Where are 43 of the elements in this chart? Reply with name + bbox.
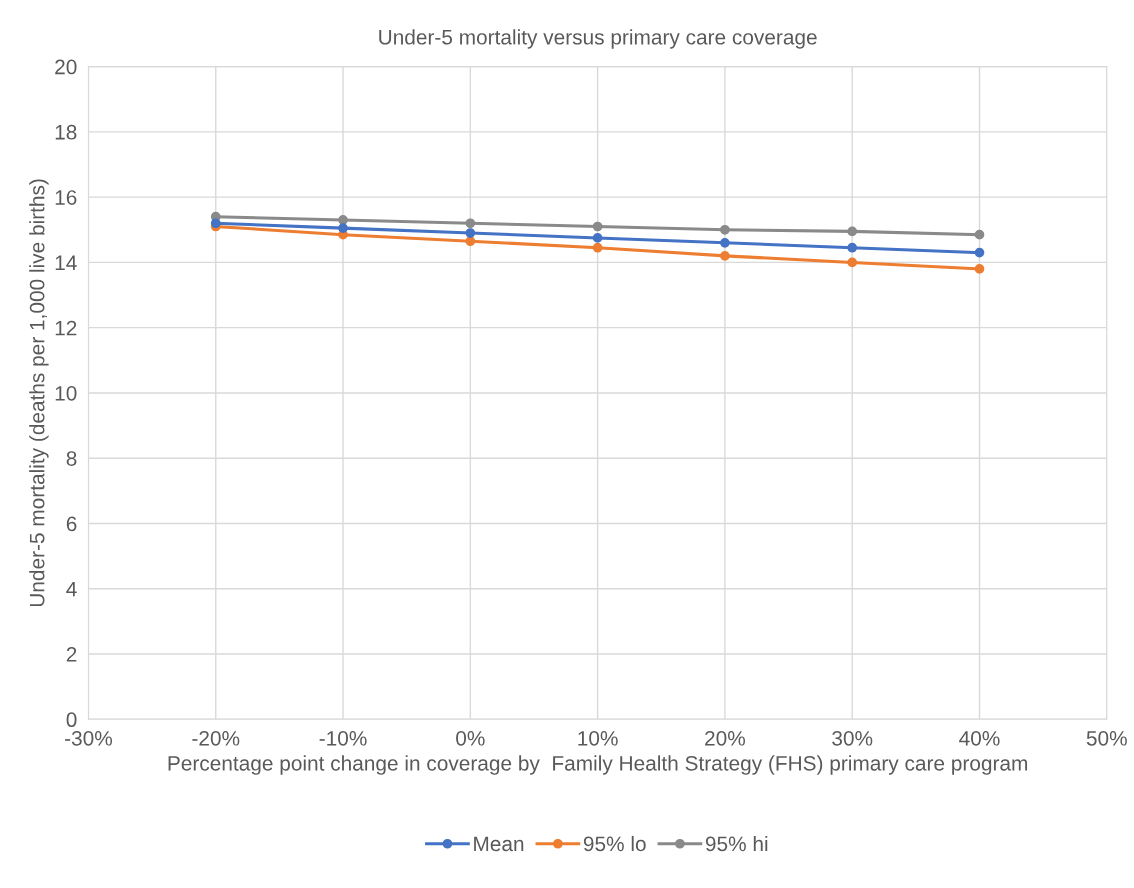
y-tick-label: 8 [66, 451, 77, 466]
point [974, 247, 985, 258]
x-axis-title: Percentage point change in coverage by Family Health Strategy (FHS) primary care program [168, 755, 1028, 775]
point [847, 242, 858, 253]
point [465, 228, 476, 238]
x-tick-label: 30% [832, 730, 873, 746]
y-tick-label: 20 [55, 59, 77, 75]
y-tick-label: 14 [55, 255, 77, 270]
chart-title: Under-5 mortality versus primary care coverage [379, 29, 817, 49]
point [338, 215, 348, 225]
point [974, 264, 985, 274]
x-tick-label: -20% [192, 730, 240, 746]
y-axis-title: Under-5 mortality (deaths per 1,000 live births) [29, 179, 49, 607]
y-tick-label: 18 [55, 124, 77, 140]
point [592, 242, 603, 253]
x-tick-label: -10% [319, 730, 367, 746]
y-tick-label: 16 [55, 190, 77, 205]
legend-label: 95% hi [705, 835, 768, 852]
x-tick-label: 50% [1086, 730, 1127, 746]
point [720, 251, 730, 261]
point [847, 226, 858, 237]
point [338, 223, 348, 234]
y-tick-label: 6 [66, 516, 77, 532]
x-tick-label: -30% [65, 730, 113, 746]
y-tick-label: 4 [66, 581, 77, 597]
point [592, 233, 603, 243]
point [974, 229, 985, 240]
point [720, 224, 730, 235]
point [720, 237, 730, 248]
y-tick-label: 12 [55, 320, 77, 336]
point [465, 236, 476, 247]
y-tick-label: 0 [66, 712, 77, 728]
y-tick-label: 2 [66, 647, 77, 662]
x-tick-label: 10% [578, 730, 618, 746]
x-tick-label: 0% [456, 730, 485, 746]
x-tick-label: 20% [705, 730, 746, 746]
legend-label: 95% lo [583, 835, 646, 852]
point [847, 257, 858, 268]
point [465, 218, 476, 229]
legend-label: Mean [474, 836, 524, 852]
point [592, 221, 603, 232]
y-tick-label: 10 [55, 385, 77, 401]
x-tick-label: 40% [959, 730, 1000, 746]
